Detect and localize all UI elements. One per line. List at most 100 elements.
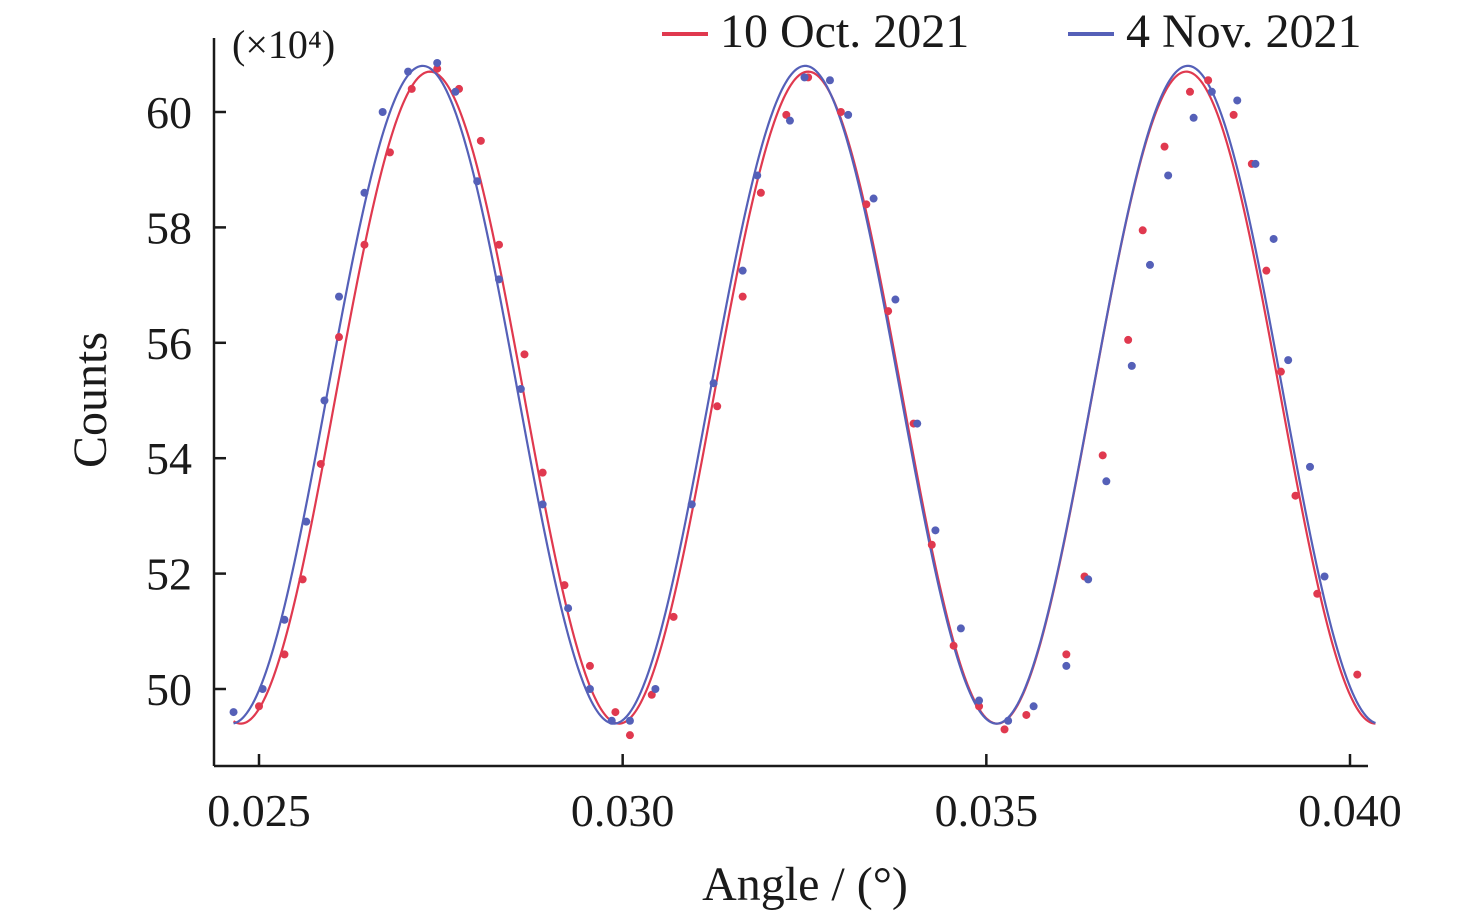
legend: 10 Oct. 2021 4 Nov. 2021: [662, 5, 1362, 58]
y-axis-label: Counts: [64, 332, 117, 468]
data-point-4-nov-2021: [495, 275, 504, 284]
data-point-4-nov-2021: [1164, 171, 1173, 180]
data-point-10-oct-2021: [585, 661, 594, 670]
data-point-10-oct-2021: [862, 200, 871, 209]
data-point-10-oct-2021: [1098, 451, 1107, 460]
data-point-10-oct-2021: [1185, 87, 1194, 96]
data-point-10-oct-2021: [975, 702, 984, 711]
x-tick-label: 0.030: [571, 785, 675, 836]
data-point-4-nov-2021: [1004, 716, 1013, 725]
data-point-4-nov-2021: [709, 379, 718, 388]
legend-label-10-oct-2021: 10 Oct. 2021: [720, 5, 969, 58]
data-point-10-oct-2021: [1062, 650, 1071, 659]
data-point-4-nov-2021: [433, 58, 442, 67]
data-point-10-oct-2021: [669, 612, 678, 621]
y-tick-label: 54: [146, 433, 192, 484]
data-point-4-nov-2021: [564, 604, 573, 613]
data-point-4-nov-2021: [516, 384, 525, 393]
data-point-10-oct-2021: [298, 575, 307, 584]
data-point-4-nov-2021: [335, 292, 344, 301]
legend-label-4-nov-2021: 4 Nov. 2021: [1126, 5, 1362, 58]
data-point-4-nov-2021: [891, 295, 900, 304]
data-point-10-oct-2021: [538, 468, 547, 477]
data-point-4-nov-2021: [1084, 575, 1093, 584]
data-point-10-oct-2021: [713, 402, 722, 411]
data-point-10-oct-2021: [1160, 142, 1169, 151]
data-point-4-nov-2021: [869, 194, 878, 203]
data-point-10-oct-2021: [625, 731, 634, 740]
data-point-10-oct-2021: [949, 641, 958, 650]
data-point-10-oct-2021: [560, 581, 569, 590]
y-tick-label: 58: [146, 202, 192, 253]
fit-curve-4-nov-2021: [233, 64, 1376, 725]
data-point-10-oct-2021: [1124, 335, 1133, 344]
data-point-10-oct-2021: [1000, 725, 1009, 734]
x-tick-label: 0.040: [1298, 785, 1402, 836]
data-point-10-oct-2021: [782, 110, 791, 119]
data-point-4-nov-2021: [825, 76, 834, 85]
data-point-4-nov-2021: [1189, 113, 1198, 122]
y-ticks: 50 52 54 56 58 60: [146, 87, 226, 715]
data-point-4-nov-2021: [280, 615, 289, 624]
y-tick-label: 50: [146, 664, 192, 715]
data-point-4-nov-2021: [1305, 462, 1314, 471]
data-point-4-nov-2021: [538, 500, 547, 509]
fit-curves: [232, 64, 1376, 725]
data-point-4-nov-2021: [1207, 87, 1216, 96]
data-point-4-nov-2021: [956, 624, 965, 633]
data-point-10-oct-2021: [1353, 670, 1362, 679]
y-tick-label: 56: [146, 318, 192, 369]
data-point-4-nov-2021: [451, 87, 460, 96]
data-point-10-oct-2021: [647, 690, 656, 699]
data-point-10-oct-2021: [360, 240, 369, 249]
data-point-4-nov-2021: [738, 266, 747, 275]
data-point-4-nov-2021: [585, 685, 594, 693]
data-point-4-nov-2021: [931, 526, 940, 535]
x-axis-label: Angle / (°): [702, 858, 908, 911]
data-point-4-nov-2021: [229, 708, 238, 717]
data-point-10-oct-2021: [495, 240, 504, 249]
data-point-10-oct-2021: [756, 188, 765, 197]
data-point-4-nov-2021: [1145, 260, 1154, 269]
x-tick-label: 0.035: [935, 785, 1039, 836]
x-tick-label: 0.025: [207, 785, 311, 836]
data-point-4-nov-2021: [651, 685, 660, 693]
data-point-10-oct-2021: [407, 84, 416, 93]
data-point-4-nov-2021: [753, 171, 762, 180]
fit-curve-10-oct-2021: [232, 70, 1376, 725]
data-point-4-nov-2021: [785, 116, 794, 125]
y-tick-label: 52: [146, 549, 192, 600]
data-point-10-oct-2021: [280, 650, 289, 659]
y-unit-label: (×10⁴): [232, 22, 335, 67]
data-point-10-oct-2021: [1291, 491, 1300, 500]
data-point-4-nov-2021: [687, 500, 696, 509]
data-point-4-nov-2021: [607, 716, 616, 725]
data-point-4-nov-2021: [1127, 361, 1136, 370]
data-point-4-nov-2021: [800, 73, 809, 82]
data-point-10-oct-2021: [836, 108, 845, 116]
data-point-4-nov-2021: [1102, 477, 1111, 486]
data-point-10-oct-2021: [335, 333, 344, 342]
data-point-4-nov-2021: [1029, 702, 1038, 711]
data-point-10-oct-2021: [385, 148, 394, 157]
data-point-4-nov-2021: [1269, 234, 1278, 243]
data-point-10-oct-2021: [611, 708, 620, 717]
data-point-10-oct-2021: [1313, 589, 1322, 598]
data-point-4-nov-2021: [378, 108, 387, 116]
data-points: [229, 58, 1362, 740]
data-point-4-nov-2021: [844, 110, 853, 119]
data-point-4-nov-2021: [975, 696, 984, 705]
data-point-10-oct-2021: [255, 702, 263, 711]
data-point-4-nov-2021: [360, 188, 369, 197]
data-point-10-oct-2021: [1276, 367, 1285, 376]
data-point-10-oct-2021: [884, 307, 893, 316]
data-point-10-oct-2021: [1229, 110, 1238, 119]
data-point-4-nov-2021: [258, 685, 267, 693]
data-point-4-nov-2021: [1233, 96, 1242, 105]
data-point-4-nov-2021: [473, 177, 482, 186]
data-point-10-oct-2021: [1262, 266, 1271, 275]
data-point-4-nov-2021: [1251, 159, 1260, 168]
x-ticks: 0.025 0.030 0.035 0.040: [207, 754, 1402, 836]
data-point-10-oct-2021: [738, 292, 747, 301]
